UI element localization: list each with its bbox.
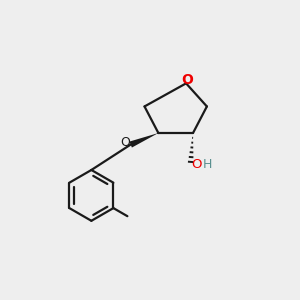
Text: O: O: [121, 136, 130, 149]
Text: O: O: [181, 73, 193, 87]
Text: O: O: [191, 158, 202, 171]
Polygon shape: [129, 133, 158, 148]
Text: H: H: [202, 158, 212, 171]
